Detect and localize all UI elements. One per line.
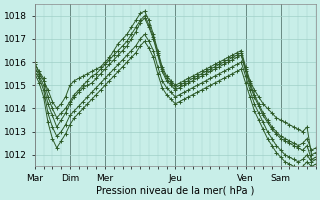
X-axis label: Pression niveau de la mer( hPa ): Pression niveau de la mer( hPa ) bbox=[96, 186, 254, 196]
